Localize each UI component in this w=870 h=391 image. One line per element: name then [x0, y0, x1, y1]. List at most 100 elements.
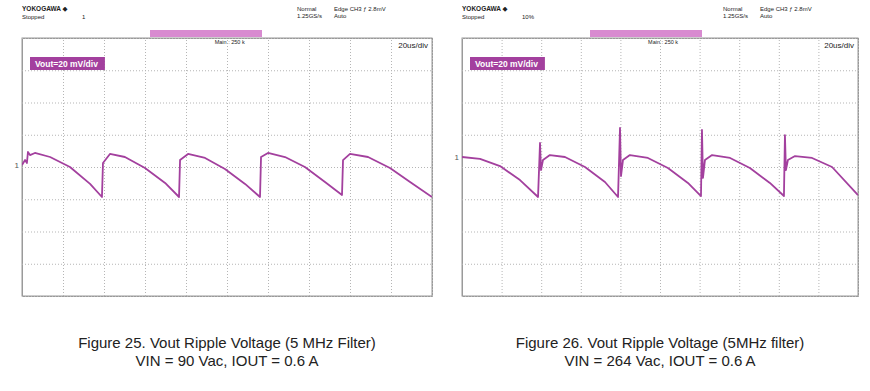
- x-grid-line: [63, 38, 64, 296]
- y-tick: [462, 296, 858, 297]
- x-tick: [309, 38, 310, 296]
- header-text: 20us/div: [398, 41, 428, 50]
- y-tick: [22, 199, 432, 200]
- x-tick: [779, 38, 780, 296]
- x-grid-line: [432, 38, 433, 296]
- y-tick: [22, 70, 432, 71]
- y-grid-line: [462, 103, 858, 104]
- y-tick: [462, 232, 858, 233]
- scope-panel: Vout=20 mV/div 1 YOKOGAWA ◆ Stopped 1 Normal1…: [15, 5, 433, 369]
- y-axis: [22, 39, 432, 297]
- y-grid-line: [22, 167, 432, 168]
- header-bar: [150, 30, 262, 37]
- scope-panel: Vout=20 mV/div 1 YOKOGAWA ◆ Stopped 10% Norma…: [455, 5, 859, 369]
- y-grid-line: [462, 232, 858, 233]
- x-grid-line: [739, 38, 740, 296]
- header-text: Auto: [334, 13, 347, 19]
- caption-subtitle: VIN = 90 Vac, IOUT = 0.6 A: [136, 352, 319, 369]
- x-grid-line: [350, 38, 351, 296]
- header-text: Normal: [723, 6, 742, 12]
- header-text: Edge CH3 ƒ 2.8mV: [334, 6, 386, 12]
- header-text: Stopped: [462, 14, 484, 20]
- header-text: Normal: [297, 6, 316, 12]
- trace-area: [22, 152, 432, 197]
- caption-title: Figure 25. Vout Ripple Voltage (5 MHz Fi…: [78, 334, 376, 351]
- ripple-trace: [462, 128, 858, 197]
- x-tick: [581, 38, 582, 296]
- canvas: Vout=20 mV/div1YOKOGAWA ◆Stopped1Normal1…: [0, 0, 870, 391]
- caption-title: Figure 26. Vout Ripple Voltage (5MHz fil…: [516, 334, 804, 351]
- y-grid-line: [22, 103, 432, 104]
- y-tick: [462, 135, 858, 136]
- legend: Vout=20 mV/div: [30, 57, 105, 70]
- x-tick: [186, 38, 187, 296]
- plot-frame: [22, 38, 432, 296]
- plot-frame: [462, 38, 858, 296]
- y-tick: [462, 264, 858, 265]
- y-tick: [22, 264, 432, 265]
- x-axis: [23, 38, 433, 297]
- trace-marker: 1: [15, 161, 20, 170]
- y-tick: [22, 135, 432, 136]
- y-grid-line: [22, 264, 432, 265]
- y-axis-line: [23, 39, 433, 297]
- trace-marker: 1: [455, 153, 460, 162]
- legend-box: [30, 57, 105, 70]
- y-tick: [22, 103, 432, 104]
- header-text: Main : 250 k: [648, 39, 678, 45]
- header-text: 1: [82, 14, 86, 20]
- y-tick: [462, 70, 858, 71]
- y-grid-line: [462, 167, 858, 168]
- header-text: 20us/div: [824, 41, 854, 50]
- x-axis-line: [463, 38, 859, 297]
- y-axis: [462, 39, 858, 297]
- ripple-trace: [22, 152, 432, 197]
- y-grid-line: [22, 296, 432, 297]
- y-tick: [22, 232, 432, 233]
- caption-subtitle: VIN = 264 Vac, IOUT = 0.6 A: [564, 352, 755, 369]
- y-tick: [462, 103, 858, 104]
- x-axis-line: [23, 38, 433, 297]
- legend-label: Vout=20 mV/div: [475, 59, 538, 69]
- x-grid-line: [309, 38, 310, 296]
- y-tick: [22, 167, 432, 168]
- y-grid-line: [462, 70, 858, 71]
- x-tick: [350, 38, 351, 296]
- legend-label: Vout=20 mV/div: [35, 59, 98, 69]
- x-grid-line: [104, 38, 105, 296]
- header-text: 1.25GS/s: [723, 13, 748, 19]
- header-text: YOKOGAWA ◆: [462, 5, 508, 12]
- header-text: Stopped: [22, 14, 44, 20]
- legend: Vout=20 mV/div: [470, 57, 545, 70]
- header-bar: [590, 30, 702, 37]
- x-tick: [858, 38, 859, 296]
- y-tick: [462, 167, 858, 168]
- x-tick: [739, 38, 740, 296]
- header-text: Edge CH3 ƒ 2.8mV: [760, 6, 812, 12]
- x-tick: [104, 38, 105, 296]
- y-grid-line: [22, 135, 432, 136]
- x-tick: [227, 38, 228, 296]
- y-grid-line: [462, 264, 858, 265]
- legend-box: [470, 57, 545, 70]
- x-grid-line: [858, 38, 859, 296]
- y-tick: [462, 199, 858, 200]
- header-text: Auto: [760, 13, 773, 19]
- y-grid-line: [22, 199, 432, 200]
- x-tick: [63, 38, 64, 296]
- header-text: YOKOGAWA ◆: [22, 5, 68, 12]
- x-grid-line: [581, 38, 582, 296]
- y-grid-line: [22, 70, 432, 71]
- header-text: 1.25GS/s: [297, 13, 322, 19]
- header-text: 10%: [522, 14, 535, 20]
- x-axis: [463, 38, 859, 297]
- y-grid-line: [462, 135, 858, 136]
- header-text: Main : 250 k: [215, 39, 245, 45]
- x-grid-line: [779, 38, 780, 296]
- x-grid-line: [186, 38, 187, 296]
- y-grid-line: [462, 296, 858, 297]
- y-grid-line: [462, 199, 858, 200]
- y-tick: [22, 296, 432, 297]
- x-grid-line: [227, 38, 228, 296]
- trace-area: [462, 128, 858, 197]
